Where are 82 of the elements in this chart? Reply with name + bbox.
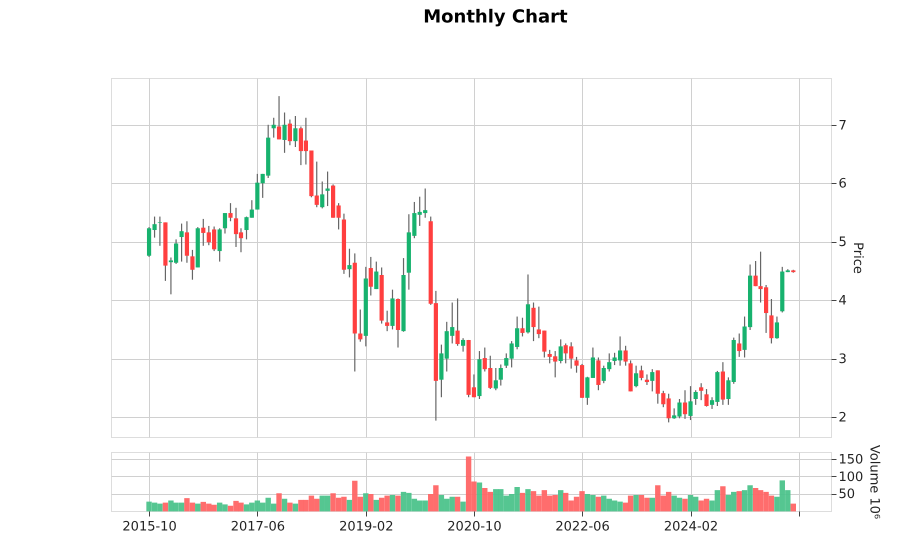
candlestick [179,222,184,262]
candlestick [644,374,650,386]
candlestick [460,338,466,352]
bar [633,494,639,512]
candlestick [368,256,373,296]
candlestick [774,316,780,340]
x-tick-label: 2019-02 [339,520,394,533]
bar [720,486,726,512]
x-tick-label: 2020-10 [447,520,502,533]
candlestick [494,367,498,391]
candlestick [288,118,292,146]
bar [363,493,369,512]
y-tick-label: 6 [838,176,847,192]
bar [287,502,293,512]
candlestick [634,365,638,388]
candlestick [276,96,282,140]
x-tick-label: 2024-02 [664,520,718,533]
bar [520,492,526,512]
candlestick [498,364,503,386]
y-tick-label: 7 [838,118,847,134]
y-tick-label: 150 [838,452,864,468]
bar [454,496,460,512]
candlestick [190,249,195,280]
candlestick [347,248,352,278]
candlestick [374,260,378,290]
candlestick [222,212,228,234]
bar [790,504,796,512]
x-tick-label: 2022-06 [555,520,610,533]
candlestick [769,298,774,344]
candlestick [325,170,330,207]
candlestick [624,345,628,366]
candlestick [694,390,698,406]
y-axis-title: Volume 10⁶ [866,444,882,520]
candlestick [754,260,758,287]
candlestick [293,115,298,148]
candlestick [688,386,693,421]
candlestick [737,332,742,358]
bar [276,493,282,512]
bar [390,494,396,512]
candlestick [282,112,287,154]
bar [292,504,298,512]
bar [395,496,401,512]
candlestick [704,388,709,408]
candlestick [272,117,276,138]
bar [736,491,742,512]
candlestick [228,202,233,222]
candlestick [558,338,563,364]
y-tick-label: 4 [838,294,847,309]
bar [460,502,466,512]
bar [162,502,168,512]
y-tick-label: 50 [838,487,856,502]
candlestick [358,308,362,342]
candlestick [650,368,654,392]
candlestick [682,390,688,420]
x-tick-label: 2017-06 [230,520,286,533]
bar [368,494,374,512]
candlestick [531,302,536,342]
chart-title: Monthly Chart [423,6,568,28]
bar [374,500,380,512]
candlestick [455,298,460,346]
bar [596,496,602,512]
y-tick-label: 5 [838,235,847,250]
candlestick [218,228,222,262]
bar [682,498,688,512]
bar [525,489,531,512]
bar [282,498,288,512]
candlestick [320,180,324,209]
x-tick-label: 2015-10 [122,520,177,533]
candlestick [520,317,525,338]
candlestick [639,365,644,381]
bar [650,498,655,512]
y-tick-label: 3 [838,352,847,368]
bar [558,490,564,512]
bar [346,500,352,512]
candlestick [385,310,390,332]
bar [195,504,200,512]
y-axis-title: Price [850,242,865,274]
candlestick [699,382,704,401]
bar [476,482,482,512]
y-tick-label: 100 [838,470,864,485]
candlestick [184,220,190,264]
y-tick-label: 2 [838,410,847,426]
